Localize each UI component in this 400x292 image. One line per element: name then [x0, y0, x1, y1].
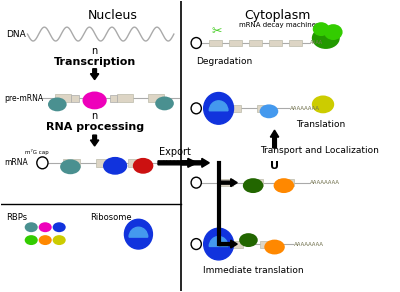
Ellipse shape — [324, 24, 342, 40]
FancyArrow shape — [181, 158, 209, 167]
Text: mRNA decay machinery: mRNA decay machinery — [239, 22, 323, 28]
FancyArrow shape — [270, 130, 279, 148]
FancyArrow shape — [158, 158, 197, 167]
Bar — [148, 95, 164, 102]
FancyArrow shape — [90, 135, 99, 146]
Ellipse shape — [260, 105, 278, 118]
Ellipse shape — [48, 98, 67, 111]
Bar — [96, 159, 112, 167]
Text: AAAAAAAA: AAAAAAAA — [310, 180, 340, 185]
Bar — [269, 39, 282, 46]
Bar — [86, 95, 102, 102]
Bar — [63, 159, 80, 167]
Circle shape — [204, 228, 234, 260]
Ellipse shape — [53, 235, 66, 245]
Circle shape — [204, 93, 234, 124]
Bar — [71, 95, 79, 102]
Ellipse shape — [39, 235, 52, 245]
Text: Immediate translation: Immediate translation — [203, 266, 304, 275]
Text: m⁷G cap: m⁷G cap — [25, 149, 49, 155]
Ellipse shape — [274, 178, 294, 193]
Text: Transport and Localization: Transport and Localization — [260, 147, 380, 155]
Text: Translation: Translation — [296, 120, 346, 129]
Ellipse shape — [53, 222, 66, 232]
Bar — [260, 241, 276, 248]
FancyArrow shape — [219, 240, 237, 248]
Text: Transcription: Transcription — [54, 57, 136, 67]
Bar — [278, 179, 294, 186]
Text: U: U — [270, 161, 279, 171]
Ellipse shape — [25, 235, 38, 245]
Text: RNA processing: RNA processing — [46, 122, 144, 132]
Ellipse shape — [39, 222, 52, 232]
Ellipse shape — [239, 233, 258, 247]
Bar — [56, 95, 71, 102]
Wedge shape — [209, 101, 228, 111]
Text: Export: Export — [159, 147, 191, 157]
Ellipse shape — [25, 222, 38, 232]
FancyArrow shape — [90, 69, 99, 80]
Ellipse shape — [243, 178, 263, 193]
Text: AAAAAAAA: AAAAAAAA — [290, 106, 320, 111]
Bar — [110, 95, 117, 102]
Ellipse shape — [313, 22, 330, 36]
Text: Ribosome: Ribosome — [90, 213, 132, 222]
Bar — [249, 39, 262, 46]
Text: AAAA: AAAA — [310, 41, 323, 46]
Bar — [226, 105, 241, 112]
Bar — [227, 241, 242, 248]
Ellipse shape — [60, 159, 81, 174]
Bar — [217, 179, 232, 186]
Text: Degradation: Degradation — [196, 57, 252, 66]
Text: Cytoplasm: Cytoplasm — [245, 9, 311, 22]
Text: Nucleus: Nucleus — [88, 9, 138, 22]
Text: pre-mRNA: pre-mRNA — [4, 94, 43, 103]
Ellipse shape — [264, 240, 285, 254]
Text: ✂: ✂ — [212, 25, 222, 38]
Ellipse shape — [155, 96, 174, 110]
Text: n: n — [92, 111, 98, 121]
Text: RBPs: RBPs — [6, 213, 27, 222]
Bar — [209, 39, 222, 46]
Ellipse shape — [312, 27, 340, 49]
Text: mRNA: mRNA — [4, 158, 28, 167]
Text: n: n — [92, 46, 98, 56]
Wedge shape — [129, 227, 148, 237]
Ellipse shape — [82, 91, 107, 109]
Ellipse shape — [103, 157, 127, 175]
Wedge shape — [209, 237, 228, 246]
Ellipse shape — [312, 95, 334, 113]
Bar — [128, 159, 144, 167]
Circle shape — [124, 219, 152, 249]
Bar — [257, 105, 272, 112]
Ellipse shape — [133, 158, 153, 174]
Text: AAAAAAAA: AAAAAAAA — [294, 241, 324, 246]
FancyArrow shape — [219, 179, 237, 187]
Bar — [117, 95, 133, 102]
Bar — [289, 39, 302, 46]
Text: AAAAAAAA: AAAAAAAA — [162, 160, 192, 165]
Bar — [229, 39, 242, 46]
Text: DNA: DNA — [6, 29, 26, 39]
Bar — [248, 179, 263, 186]
